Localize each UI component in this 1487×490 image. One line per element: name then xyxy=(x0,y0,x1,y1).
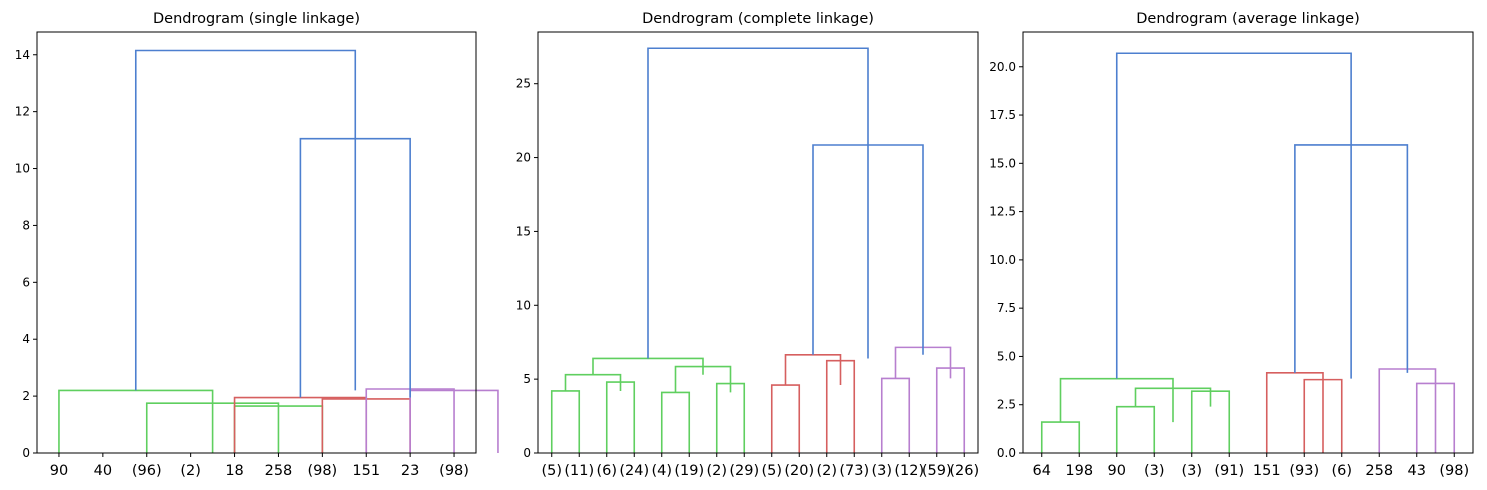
y-tick-label: 8 xyxy=(22,218,30,232)
y-tick-label: 2.5 xyxy=(997,398,1016,412)
chart-title: Dendrogram (complete linkage) xyxy=(642,11,874,27)
leaf-label: (3) xyxy=(1181,463,1202,479)
leaf-label: (2) xyxy=(816,463,837,479)
leaf-label: 151 xyxy=(352,463,380,479)
leaf-label: (6) xyxy=(596,463,617,479)
leaf-label: (6) xyxy=(1331,463,1352,479)
y-tick-label: 20 xyxy=(516,151,531,165)
leaf-label: (24) xyxy=(619,463,649,479)
leaf-label: (98) xyxy=(439,463,469,479)
dendrogram-link xyxy=(647,47,869,359)
dendrogram-link xyxy=(784,353,842,386)
dendrogram-link xyxy=(1115,405,1156,453)
leaf-label: 258 xyxy=(1365,463,1393,479)
dendrogram-link xyxy=(660,391,691,453)
leaf-label: (4) xyxy=(651,463,672,479)
leaf-label: (11) xyxy=(564,463,594,479)
leaf-label: (91) xyxy=(1214,463,1244,479)
dendrogram-panel-3: 0.0 2.5 5.0 7.5 10.0 12.5 15.0 17.5 20.0 64 198 90 (… xyxy=(989,11,1474,479)
y-tick-label: 0 xyxy=(22,446,30,460)
leaf-label: (2) xyxy=(180,463,201,479)
leaf-label: 198 xyxy=(1065,463,1093,479)
leaf-label: 151 xyxy=(1253,463,1281,479)
leaf-label: 258 xyxy=(265,463,293,479)
leaf-label: (29) xyxy=(729,463,759,479)
leaf-label: (5) xyxy=(761,463,782,479)
y-tick-label: 4 xyxy=(22,332,30,346)
y-tick-label: 7.5 xyxy=(997,301,1016,315)
y-tick-label: 17.5 xyxy=(989,108,1016,122)
dendrogram-link xyxy=(880,377,911,453)
y-tick-label: 15 xyxy=(516,224,531,238)
dendrogram-link xyxy=(550,390,581,453)
axes-frame xyxy=(1022,31,1474,454)
leaf-label: (20) xyxy=(784,463,814,479)
y-tick-label: 15.0 xyxy=(989,156,1016,170)
dendrogram-link xyxy=(1265,372,1324,453)
chart-title: Dendrogram (single linkage) xyxy=(153,11,360,27)
y-tick-label: 14 xyxy=(15,48,30,62)
leaf-label: (96) xyxy=(132,463,162,479)
dendrogram-panel-1: 0 2 4 6 8 10 12 14 90 40 (96) (2) 18 258 (98) 151 23 (98)… xyxy=(15,11,499,479)
leaf-label: (98) xyxy=(307,463,337,479)
axes-frame xyxy=(537,31,979,454)
y-tick-label: 10 xyxy=(15,162,30,176)
dendrogram-link xyxy=(605,381,636,453)
leaf-label: 23 xyxy=(401,463,419,479)
y-tick-label: 25 xyxy=(516,77,531,91)
y-tick-label: 2 xyxy=(22,389,30,403)
leaf-label: 90 xyxy=(50,463,68,479)
leaf-label: (2) xyxy=(706,463,727,479)
axes-frame xyxy=(36,31,477,454)
leaf-label: (93) xyxy=(1289,463,1319,479)
leaf-label: (26) xyxy=(949,463,979,479)
dendrogram-link xyxy=(770,384,801,453)
dendrogram-link xyxy=(58,389,214,453)
dendrogram-link xyxy=(935,367,966,453)
leaf-label: (73) xyxy=(839,463,869,479)
dendrogram-link xyxy=(1040,421,1081,453)
leaf-label: (98) xyxy=(1439,463,1469,479)
y-tick-label: 5.0 xyxy=(997,349,1016,363)
chart-title: Dendrogram (average linkage) xyxy=(1136,11,1359,27)
y-tick-label: 10.0 xyxy=(989,253,1016,267)
y-tick-label: 6 xyxy=(22,275,30,289)
y-tick-label: 10 xyxy=(516,298,531,312)
leaf-label: (12) xyxy=(894,463,924,479)
dendrogram-link xyxy=(564,373,622,391)
y-tick-label: 0 xyxy=(523,446,531,460)
leaf-label: 40 xyxy=(94,463,112,479)
dendrogram-link xyxy=(134,49,357,391)
leaf-label: (19) xyxy=(674,463,704,479)
leaf-label: 43 xyxy=(1408,463,1426,479)
leaf-label: 90 xyxy=(1108,463,1126,479)
y-tick-label: 0.0 xyxy=(997,446,1016,460)
y-tick-label: 5 xyxy=(523,372,531,386)
y-tick-label: 12 xyxy=(15,105,30,119)
dendrogram-link xyxy=(1378,368,1437,453)
leaf-label: (3) xyxy=(1144,463,1165,479)
y-tick-label: 20.0 xyxy=(989,60,1016,74)
dendrogram-link xyxy=(715,382,746,453)
leaf-label: (59) xyxy=(922,463,952,479)
leaf-label: 64 xyxy=(1033,463,1051,479)
leaf-label: (5) xyxy=(541,463,562,479)
leaf-label: 18 xyxy=(225,463,243,479)
leaf-label: (3) xyxy=(871,463,892,479)
dendrogram-link xyxy=(1115,52,1352,379)
dendrogram-link xyxy=(592,357,704,375)
y-tick-label: 12.5 xyxy=(989,205,1016,219)
